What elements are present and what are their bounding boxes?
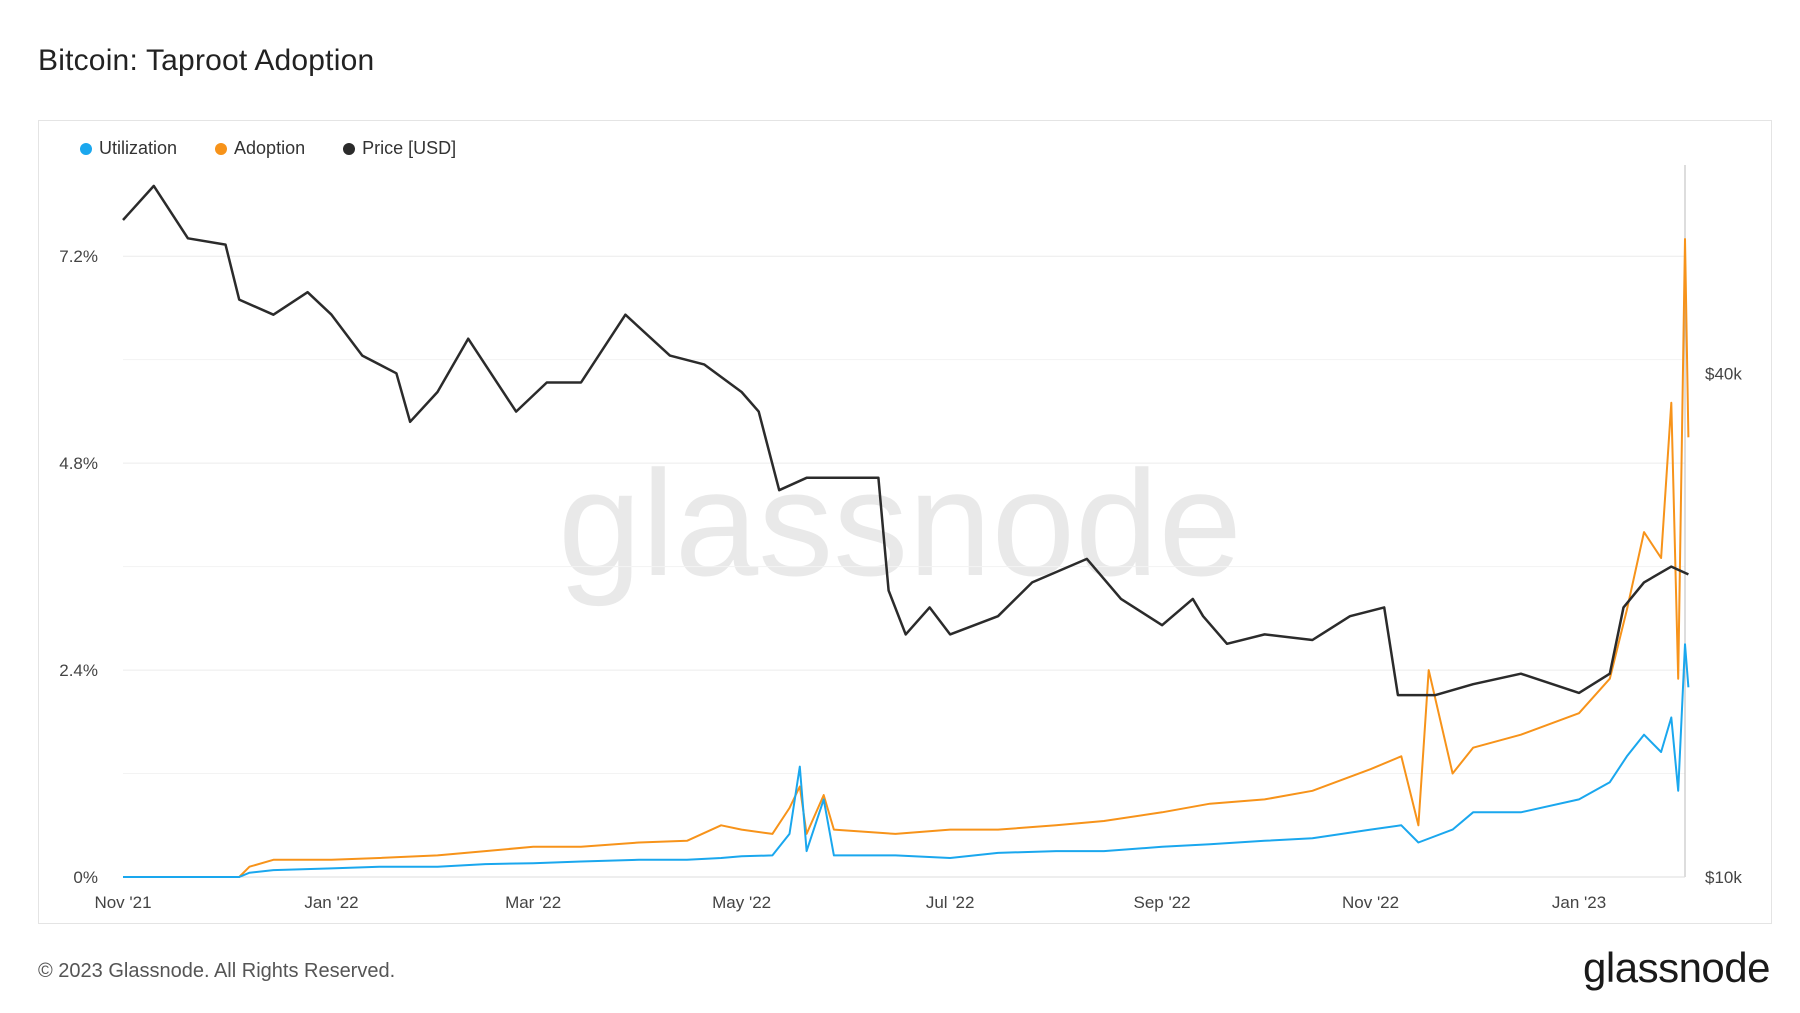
- legend-dot-adoption: [215, 142, 228, 155]
- x-tick-label: May '22: [712, 893, 771, 912]
- axes: 0% 2.4% 4.8% 7.2% $10k $40k Nov '21 Jan '22 Mar …: [59, 165, 1742, 912]
- series-utilization-line: [123, 643, 1690, 878]
- x-tick-label: Jul '22: [926, 893, 975, 912]
- legend-item-utilization[interactable]: Utilization: [80, 138, 177, 159]
- chart-frame: [38, 120, 1772, 924]
- x-tick-label: Jan '23: [1552, 893, 1606, 912]
- glassnode-logo[interactable]: glassnode: [1583, 944, 1770, 991]
- x-tick-label: Nov '21: [94, 893, 151, 912]
- chart-watermark: glassnode: [558, 439, 1242, 607]
- x-tick-label: Mar '22: [505, 893, 561, 912]
- y-left-tick-label: 4.8%: [59, 454, 98, 473]
- y-left-tick-label: 0%: [73, 868, 98, 887]
- legend-label-utilization: Utilization: [99, 138, 178, 158]
- y-right-tick-label: $10k: [1705, 868, 1742, 887]
- series-price-line: [122, 184, 1689, 697]
- y-left-tick-label: 7.2%: [59, 247, 98, 266]
- legend-item-adoption[interactable]: Adoption: [215, 138, 305, 159]
- x-tick-label: Jan '22: [304, 893, 358, 912]
- legend-item-price[interactable]: Price [USD]: [343, 138, 456, 159]
- legend-label-adoption: Adoption: [234, 138, 306, 158]
- footer-copyright: © 2023 Glassnode. All Rights Reserved.: [38, 960, 396, 982]
- y-right-tick-label: $40k: [1705, 364, 1742, 383]
- x-tick-label: Sep '22: [1133, 893, 1190, 912]
- legend-label-price: Price [USD]: [362, 138, 457, 158]
- y-left-tick-label: 2.4%: [59, 661, 98, 680]
- page-title: Bitcoin: Taproot Adoption: [38, 44, 375, 77]
- legend-dot-price: [343, 142, 356, 155]
- x-tick-label: Nov '22: [1342, 893, 1399, 912]
- series-adoption-line: [123, 238, 1690, 878]
- legend-dot-utilization: [80, 142, 92, 155]
- chart-legend: Utilization Adoption Price [USD]: [80, 138, 456, 159]
- series-lines: [122, 184, 1690, 878]
